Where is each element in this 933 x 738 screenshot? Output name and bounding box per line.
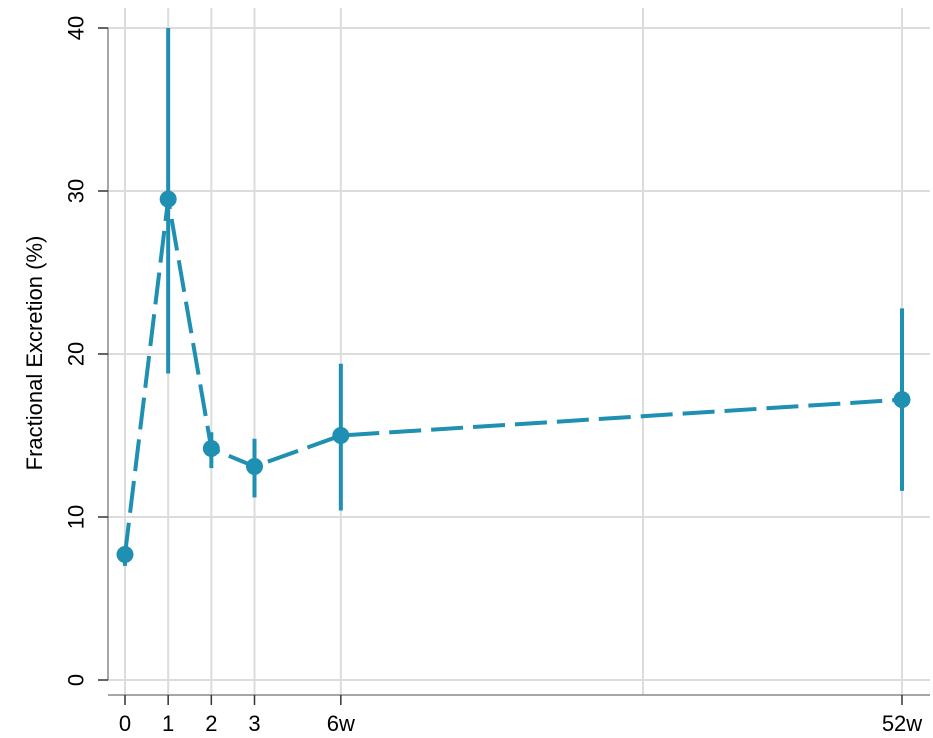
- data-point: [159, 190, 177, 208]
- y-tick-label: 0: [64, 674, 89, 686]
- x-tick-label: 6w: [327, 711, 355, 736]
- x-tick-label: 3: [248, 711, 260, 736]
- y-tick-label: 10: [64, 505, 89, 529]
- y-tick-label: 20: [64, 342, 89, 366]
- y-tick-label: 30: [64, 179, 89, 203]
- data-point: [202, 440, 220, 458]
- x-tick-label: 1: [162, 711, 174, 736]
- y-tick-label: 40: [64, 16, 89, 40]
- x-axis-ticks: 0 1 2 3 6w 52w: [119, 695, 922, 736]
- data-point: [332, 427, 350, 444]
- data-point: [246, 457, 263, 475]
- gridlines: [108, 8, 930, 695]
- data-point: [893, 391, 911, 409]
- x-tick-label: 0: [119, 711, 131, 736]
- x-tick-label: 2: [205, 711, 217, 736]
- axes: [107, 28, 930, 696]
- series-line: [123, 198, 903, 555]
- series-group: [116, 28, 911, 566]
- data-point: [116, 545, 134, 563]
- y-axis-ticks: 0 10 20 30 40: [64, 16, 108, 686]
- y-axis-label: Fractional Excretion (%): [22, 236, 47, 471]
- x-tick-label: 52w: [882, 711, 922, 736]
